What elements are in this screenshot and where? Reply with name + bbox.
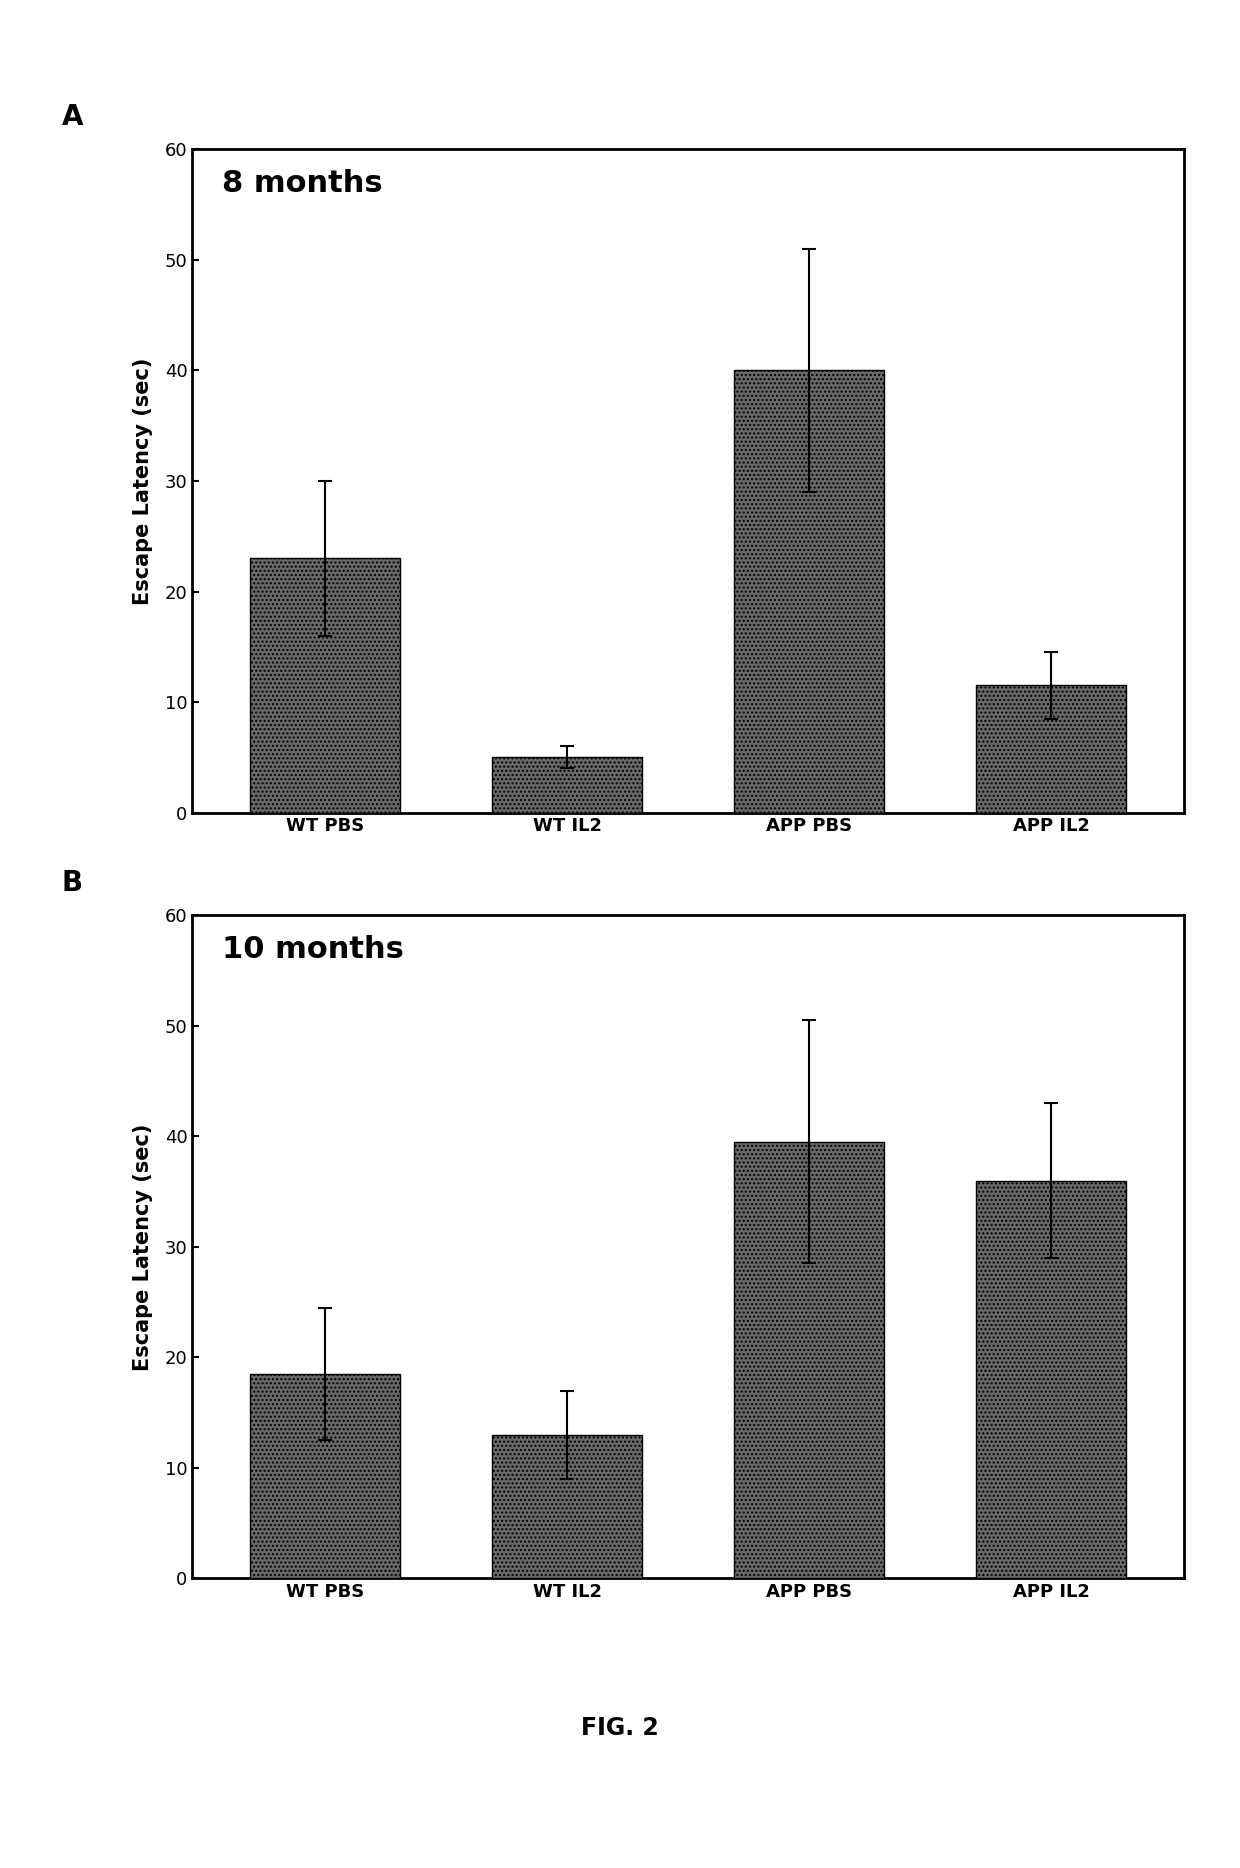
Bar	[250, 559, 401, 813]
Text: FIG. 2: FIG. 2	[582, 1717, 658, 1739]
Bar	[976, 686, 1126, 813]
Bar	[976, 1181, 1126, 1578]
Text: A: A	[62, 103, 83, 131]
Bar	[492, 1435, 642, 1578]
Y-axis label: Escape Latency (sec): Escape Latency (sec)	[134, 357, 154, 605]
Text: 8 months: 8 months	[222, 170, 383, 198]
Text: 10 months: 10 months	[222, 936, 404, 964]
Bar	[250, 1375, 401, 1578]
Y-axis label: Escape Latency (sec): Escape Latency (sec)	[134, 1123, 154, 1371]
Bar	[734, 1141, 884, 1578]
Text: B: B	[62, 869, 83, 897]
Bar	[734, 370, 884, 813]
Bar	[492, 757, 642, 813]
